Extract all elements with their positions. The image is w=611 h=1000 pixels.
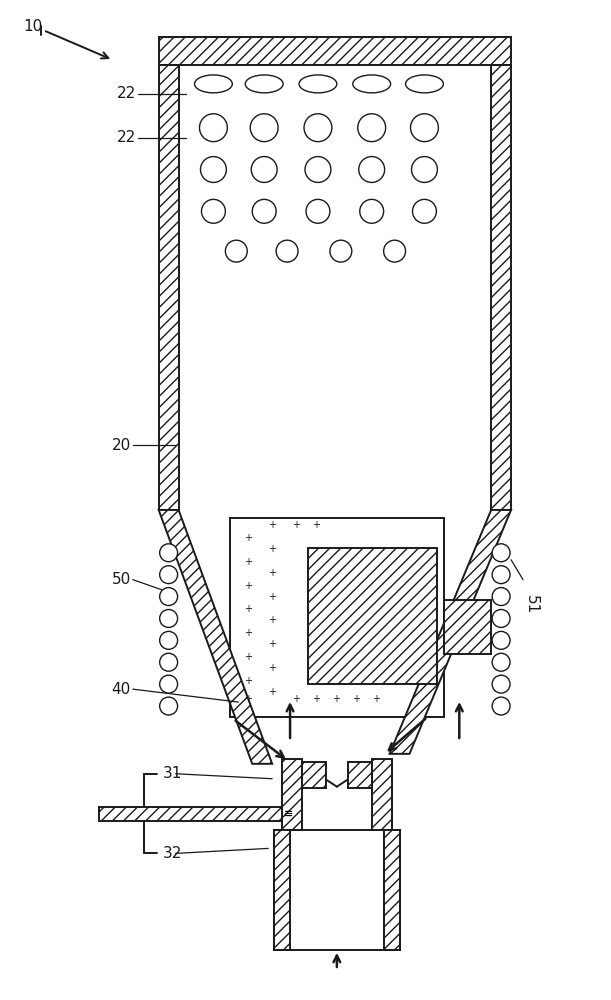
Circle shape <box>305 157 331 182</box>
Ellipse shape <box>406 75 444 93</box>
Circle shape <box>359 157 385 182</box>
Text: +: + <box>268 592 276 602</box>
Circle shape <box>159 544 178 562</box>
Circle shape <box>492 609 510 627</box>
Bar <box>384 830 400 950</box>
Text: +: + <box>268 663 276 673</box>
Circle shape <box>492 588 510 606</box>
Circle shape <box>360 199 384 223</box>
Text: +: + <box>244 652 252 662</box>
Bar <box>274 830 290 950</box>
Text: +: + <box>244 557 252 567</box>
Text: 33: 33 <box>163 806 182 821</box>
Text: +: + <box>312 694 320 704</box>
Bar <box>159 37 511 65</box>
Text: 31: 31 <box>163 766 182 781</box>
Circle shape <box>252 199 276 223</box>
Circle shape <box>276 240 298 262</box>
Polygon shape <box>159 510 272 764</box>
Text: 20: 20 <box>112 438 131 453</box>
Circle shape <box>330 240 352 262</box>
Circle shape <box>251 114 278 142</box>
Text: +: + <box>371 694 379 704</box>
Bar <box>178 65 491 510</box>
Circle shape <box>306 199 330 223</box>
Circle shape <box>159 588 178 606</box>
Circle shape <box>411 114 439 142</box>
Text: +: + <box>244 676 252 686</box>
Ellipse shape <box>194 75 232 93</box>
Circle shape <box>202 199 225 223</box>
Text: ≡: ≡ <box>284 809 293 819</box>
Text: +: + <box>268 568 276 578</box>
Text: +: + <box>268 544 276 554</box>
Bar <box>230 518 444 717</box>
Bar <box>444 600 491 654</box>
Circle shape <box>492 544 510 562</box>
Circle shape <box>384 240 406 262</box>
Text: +: + <box>268 639 276 649</box>
Circle shape <box>492 631 510 649</box>
Bar <box>282 759 302 830</box>
Text: +: + <box>268 687 276 697</box>
Circle shape <box>412 199 436 223</box>
Ellipse shape <box>299 75 337 93</box>
Bar <box>308 548 437 684</box>
Text: +: + <box>332 694 340 704</box>
Text: +: + <box>352 694 360 704</box>
Circle shape <box>412 157 437 182</box>
Circle shape <box>199 114 227 142</box>
Ellipse shape <box>353 75 390 93</box>
Circle shape <box>159 675 178 693</box>
Bar <box>302 762 326 788</box>
Circle shape <box>159 653 178 671</box>
Bar <box>491 65 511 510</box>
Circle shape <box>200 157 226 182</box>
Text: +: + <box>268 520 276 530</box>
Text: +: + <box>292 520 300 530</box>
Text: 40: 40 <box>112 682 131 697</box>
Text: +: + <box>292 694 300 704</box>
Circle shape <box>251 157 277 182</box>
Bar <box>99 807 282 821</box>
Bar <box>371 759 392 830</box>
Circle shape <box>159 566 178 584</box>
Text: +: + <box>312 520 320 530</box>
Ellipse shape <box>245 75 283 93</box>
Circle shape <box>492 653 510 671</box>
Circle shape <box>358 114 386 142</box>
Bar <box>274 830 400 950</box>
Text: +: + <box>244 533 252 543</box>
Circle shape <box>225 240 247 262</box>
Circle shape <box>492 675 510 693</box>
Text: 50: 50 <box>112 572 131 587</box>
Text: 30: 30 <box>119 806 137 821</box>
Text: 22: 22 <box>117 130 136 145</box>
Text: 32: 32 <box>163 846 182 861</box>
Text: +: + <box>244 694 252 704</box>
Circle shape <box>304 114 332 142</box>
Text: +: + <box>268 615 276 625</box>
Circle shape <box>492 566 510 584</box>
Circle shape <box>492 697 510 715</box>
Bar <box>348 762 371 788</box>
Bar <box>159 65 178 510</box>
Text: +: + <box>244 581 252 591</box>
Circle shape <box>159 609 178 627</box>
Text: +: + <box>244 628 252 638</box>
Text: 10: 10 <box>23 19 43 34</box>
Polygon shape <box>390 510 511 754</box>
Text: 51: 51 <box>524 595 538 614</box>
Circle shape <box>159 631 178 649</box>
Text: +: + <box>244 604 252 614</box>
Text: 22: 22 <box>117 86 136 101</box>
Circle shape <box>159 697 178 715</box>
